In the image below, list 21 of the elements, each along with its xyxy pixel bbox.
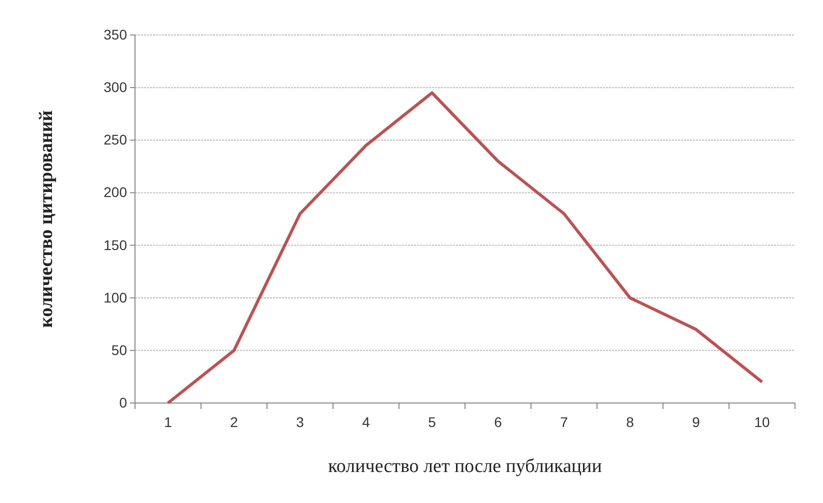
y-tick-label: 300 xyxy=(104,79,128,96)
y-tick-label: 350 xyxy=(104,26,128,42)
y-axis-title: количество цитирований xyxy=(36,110,57,328)
y-tick-label: 100 xyxy=(104,289,128,306)
x-tick-label: 1 xyxy=(164,414,172,430)
y-tick-label: 0 xyxy=(119,394,128,410)
x-tick-label: 4 xyxy=(362,414,370,430)
x-tick-label: 6 xyxy=(494,414,502,430)
x-tick-label: 7 xyxy=(560,414,568,430)
x-tick-label: 10 xyxy=(754,414,770,430)
x-tick-label: 5 xyxy=(428,414,436,430)
line-series xyxy=(166,91,764,404)
y-tick-label: 250 xyxy=(104,132,128,148)
x-axis-title: количество лет после публикации xyxy=(328,456,602,477)
y-tick-label: 200 xyxy=(104,184,128,200)
y-tick-label: 150 xyxy=(104,236,128,253)
x-tick-label: 2 xyxy=(230,414,238,430)
y-tick-label: 50 xyxy=(111,342,128,358)
x-tick-label: 3 xyxy=(296,414,304,430)
x-tick-label: 8 xyxy=(626,414,634,430)
x-tick-label: 9 xyxy=(692,414,700,430)
